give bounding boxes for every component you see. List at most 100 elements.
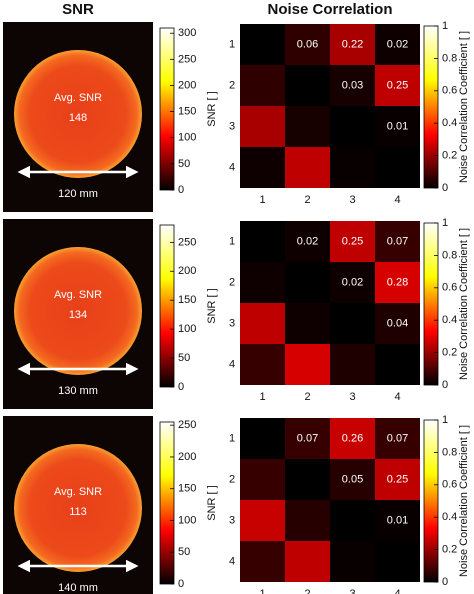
colorbar-tick-label: 200 <box>178 79 196 91</box>
col-label: 3 <box>349 194 355 206</box>
cell-label: 0.02 <box>297 235 318 247</box>
heatmap-cell <box>285 500 330 541</box>
annotation: Avg. SNR <box>54 92 102 104</box>
heatmap-cell <box>330 344 375 385</box>
heatmap-cell <box>375 262 420 303</box>
heatmap-cell <box>240 541 285 582</box>
snr-title: SNR <box>62 1 94 18</box>
colorbar-tick-label: 250 <box>178 419 196 431</box>
colorbar <box>423 25 439 189</box>
row-label: 2 <box>229 473 235 485</box>
cell-label: 0.01 <box>387 120 408 132</box>
cell-label: 0.28 <box>387 276 408 288</box>
row-label: 3 <box>229 514 235 526</box>
colorbar-tick-label: 0.8 <box>442 52 457 64</box>
heatmap-cell <box>285 303 330 344</box>
colorbar <box>159 27 175 191</box>
colorbar-tick-label: 250 <box>178 236 196 248</box>
heatmap-cell <box>330 418 375 459</box>
avg-snr: 148 <box>69 112 87 124</box>
colorbar <box>159 421 175 585</box>
colorbar-tick-label: 100 <box>178 132 196 144</box>
row-label: 3 <box>229 120 235 132</box>
colorbar-tick-label: 0.4 <box>442 117 457 129</box>
heatmap-cell <box>330 65 375 106</box>
cell-label: 0.25 <box>342 235 363 247</box>
col-label: 2 <box>304 391 310 403</box>
heatmap-cell <box>375 459 420 500</box>
cell-label: 0.25 <box>387 79 408 91</box>
heatmap-cell <box>285 344 330 385</box>
heatmap-cell <box>240 303 285 344</box>
avg-snr: 134 <box>69 309 87 321</box>
phantom <box>14 50 142 178</box>
col-label: 3 <box>349 588 355 594</box>
colorbar-label: SNR [ ] <box>206 485 218 520</box>
col-label: 4 <box>394 588 400 594</box>
heatmap-cell <box>285 106 330 147</box>
colorbar-label: SNR [ ] <box>206 288 218 323</box>
row-label: 1 <box>229 38 235 50</box>
colorbar-tick-label: 0.6 <box>442 85 457 97</box>
row-label: 2 <box>229 79 235 91</box>
col-label: 1 <box>259 391 265 403</box>
diameter-label: 120 mm <box>58 188 98 200</box>
colorbar-tick-label: 50 <box>178 158 190 170</box>
colorbar-tick-label: 300 <box>178 27 196 39</box>
colorbar-tick-label: 0.8 <box>442 249 457 261</box>
cell-label: 0.25 <box>387 473 408 485</box>
heatmap-cell <box>375 24 420 65</box>
colorbar-tick-label: 0.6 <box>442 479 457 491</box>
colorbar <box>159 224 175 388</box>
col-label: 3 <box>349 391 355 403</box>
colorbar-tick-label: 50 <box>178 352 190 364</box>
row-label: 1 <box>229 235 235 247</box>
annotation: Avg. SNR <box>54 486 102 498</box>
colorbar-tick-label: 0.4 <box>442 314 457 326</box>
heatmap-cell <box>330 459 375 500</box>
colorbar-tick-label: 0.6 <box>442 282 457 294</box>
colorbar-label: Noise Correlation Coefficient [ ] <box>458 425 470 577</box>
heatmap-cell <box>330 262 375 303</box>
phantom <box>14 444 142 572</box>
cell-label: 0.07 <box>297 432 318 444</box>
colorbar-tick-label: 150 <box>178 483 196 495</box>
colorbar-tick-label: 100 <box>178 514 196 526</box>
col-label: 4 <box>394 194 400 206</box>
colorbar-tick-label: 0 <box>442 182 448 194</box>
colorbar <box>423 222 439 386</box>
heatmap-cell <box>285 147 330 188</box>
colorbar-tick-label: 0.2 <box>442 347 457 359</box>
row-label: 2 <box>229 276 235 288</box>
colorbar-label: Noise Correlation Coefficient [ ] <box>458 228 470 380</box>
col-label: 2 <box>304 588 310 594</box>
diameter-label: 130 mm <box>58 385 98 397</box>
colorbar-label: Noise Correlation Coefficient [ ] <box>458 31 470 183</box>
cell-label: 0.02 <box>387 38 408 50</box>
cell-label: 0.05 <box>342 473 363 485</box>
colorbar-tick-label: 1 <box>442 20 448 32</box>
colorbar-tick-label: 150 <box>178 294 196 306</box>
colorbar-tick-label: 1 <box>442 414 448 426</box>
col-label: 4 <box>394 391 400 403</box>
heatmap-cell <box>240 106 285 147</box>
heatmap-cell <box>285 221 330 262</box>
heatmap-cell <box>285 24 330 65</box>
cell-label: 0.01 <box>387 514 408 526</box>
cell-label: 0.22 <box>342 38 363 50</box>
heatmap-cell <box>240 344 285 385</box>
row-label: 1 <box>229 432 235 444</box>
cell-label: 0.04 <box>387 317 408 329</box>
colorbar-tick-label: 0 <box>178 184 184 196</box>
diameter-label: 140 mm <box>58 582 98 594</box>
heatmap-cell <box>240 262 285 303</box>
colorbar-tick-label: 50 <box>178 546 190 558</box>
row-label: 4 <box>229 161 235 173</box>
colorbar-tick-label: 0 <box>178 381 184 393</box>
heatmap-cell <box>330 221 375 262</box>
colorbar-tick-label: 250 <box>178 53 196 65</box>
colorbar-tick-label: 0.2 <box>442 150 457 162</box>
heatmap-cell <box>330 24 375 65</box>
colorbar-tick-label: 150 <box>178 106 196 118</box>
